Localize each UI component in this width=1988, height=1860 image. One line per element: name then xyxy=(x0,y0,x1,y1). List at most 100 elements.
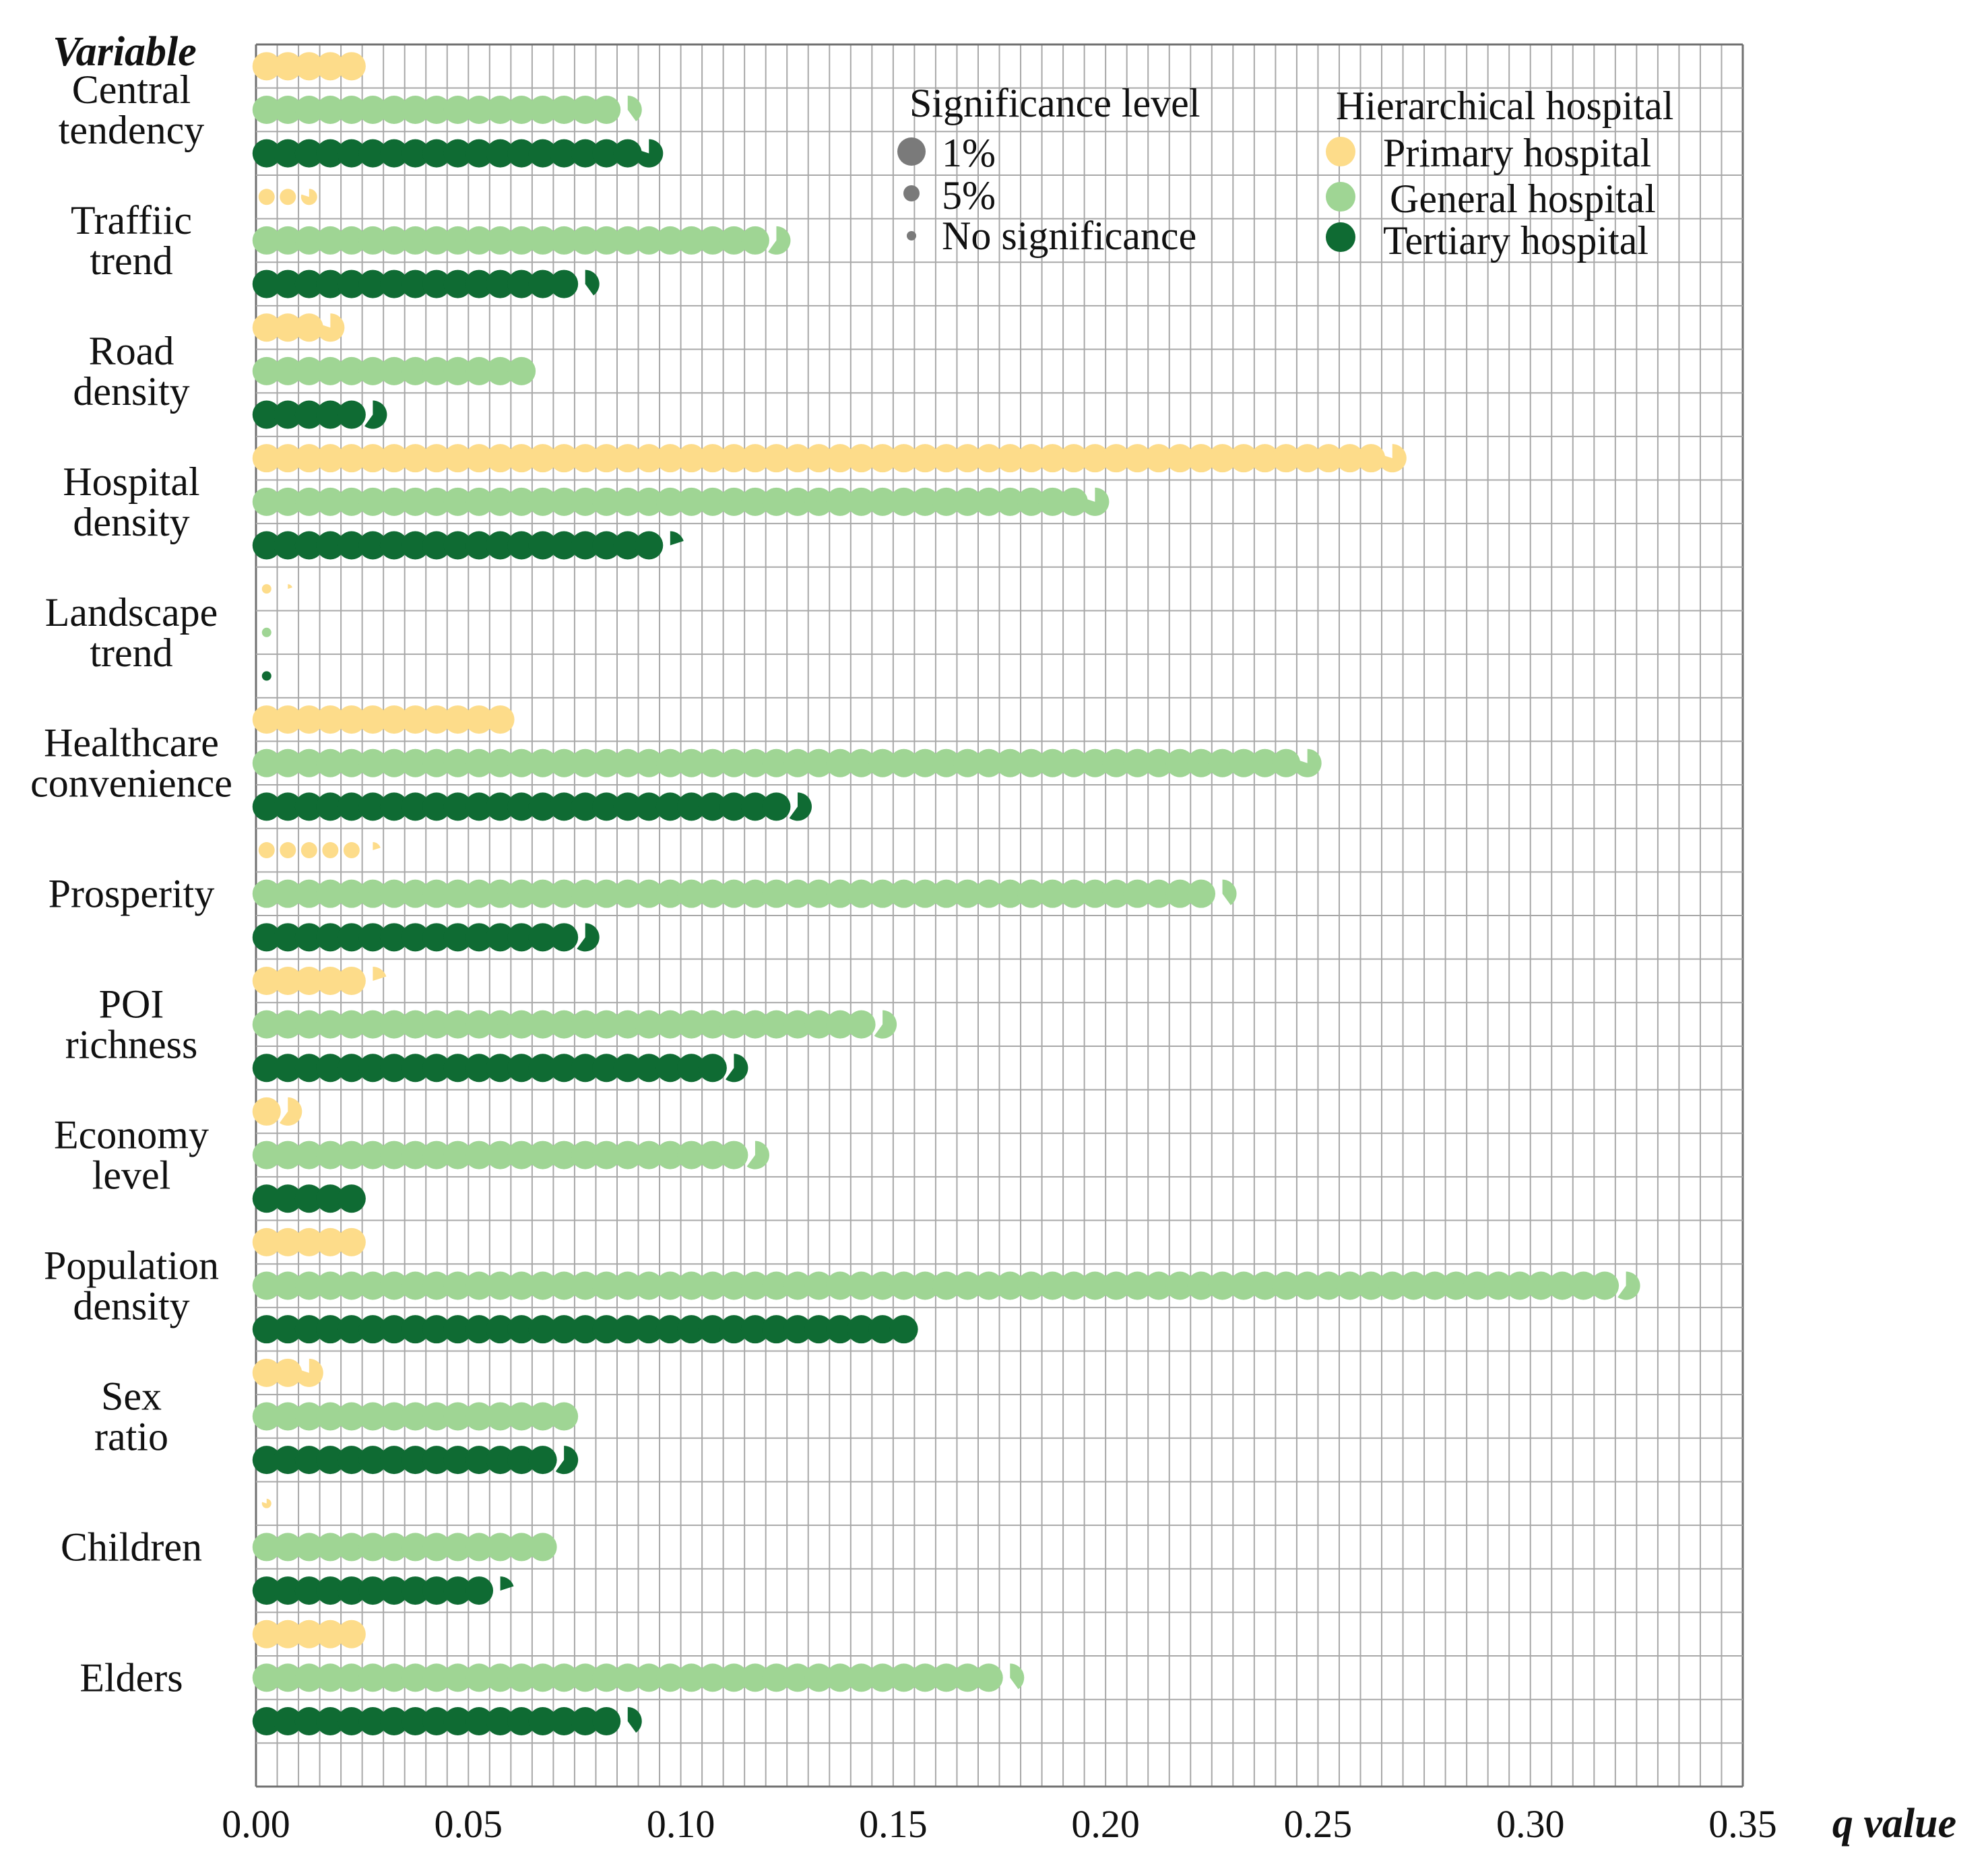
dot-mark xyxy=(847,1663,876,1692)
dot-mark xyxy=(422,356,451,385)
dot-mark xyxy=(571,1010,600,1039)
dot-mark xyxy=(252,1576,281,1605)
dot-mark xyxy=(401,1141,430,1169)
dot-mark xyxy=(252,1271,281,1300)
dot-mark xyxy=(443,226,472,255)
dot-mark xyxy=(1484,1271,1513,1300)
dot-mark xyxy=(274,1663,302,1692)
dot-mark xyxy=(635,879,664,908)
dot-mark xyxy=(592,444,621,473)
dot-mark xyxy=(550,1054,579,1083)
dot-mark xyxy=(953,444,982,473)
dot-mark xyxy=(698,226,727,255)
dot-series-general-hospital xyxy=(252,879,1237,908)
dot-mark xyxy=(1250,1271,1279,1300)
dot-mark xyxy=(337,1446,366,1475)
dot-mark xyxy=(507,1533,536,1562)
dot-mark xyxy=(294,1271,323,1300)
dot-mark xyxy=(379,1663,408,1692)
dot-mark xyxy=(379,1141,408,1169)
dot-mark xyxy=(783,1663,812,1692)
dot-mark xyxy=(804,487,833,516)
dot-mark xyxy=(443,1315,472,1344)
dot-mark xyxy=(592,1054,621,1083)
dot-mark xyxy=(762,1663,791,1692)
dot-mark xyxy=(550,1271,579,1300)
dot-mark xyxy=(635,1315,664,1344)
dot-mark xyxy=(486,1446,515,1475)
dot-mark xyxy=(486,792,515,821)
variable-label: Children xyxy=(61,1525,202,1569)
dot-mark xyxy=(252,1533,281,1562)
dot-mark xyxy=(294,400,323,429)
dot-series-primary-hospital xyxy=(252,1227,366,1256)
dot-mark xyxy=(974,879,1003,908)
dot-mark xyxy=(528,1533,557,1562)
dot-mark xyxy=(486,487,515,516)
dot-mark xyxy=(358,1141,387,1169)
dot-mark xyxy=(1101,879,1130,908)
dot-mark xyxy=(422,1402,451,1431)
dot-mark xyxy=(804,1271,833,1300)
dot-mark xyxy=(294,531,323,560)
dot-mark xyxy=(528,792,557,821)
dot-mark xyxy=(337,1663,366,1692)
dot-mark xyxy=(592,1010,621,1039)
dot-mark-partial xyxy=(670,531,684,546)
dot-mark xyxy=(401,1402,430,1431)
dot-mark xyxy=(528,1010,557,1039)
dot-mark xyxy=(337,1010,366,1039)
dot-mark xyxy=(316,1141,345,1169)
dot-mark xyxy=(486,1271,515,1300)
dot-mark xyxy=(443,1446,472,1475)
dot-mark xyxy=(465,879,494,908)
dot-mark xyxy=(422,95,451,124)
variable-label: Prosperity xyxy=(49,872,215,916)
dot-mark xyxy=(401,1010,430,1039)
dot-series-primary-hospital xyxy=(261,1498,271,1508)
dot-mark xyxy=(868,1663,897,1692)
dot-mark xyxy=(465,1315,494,1344)
dot-mark xyxy=(698,748,727,777)
dot-mark xyxy=(443,139,472,168)
dot-mark xyxy=(953,487,982,516)
dot-mark xyxy=(294,1707,323,1736)
dot-series-general-hospital xyxy=(252,356,536,385)
dot-mark xyxy=(698,1141,727,1169)
dot-mark xyxy=(528,1402,557,1431)
dot-mark xyxy=(550,1402,579,1431)
dot-mark-partial xyxy=(500,1576,514,1591)
dot-mark-partial xyxy=(1378,444,1407,473)
dot-mark xyxy=(932,879,961,908)
dot-mark xyxy=(868,748,897,777)
dot-mark xyxy=(507,1402,536,1431)
dot-mark xyxy=(1144,879,1173,908)
dot-mark xyxy=(1017,1271,1046,1300)
dot-mark xyxy=(274,1141,302,1169)
dot-mark xyxy=(740,1663,769,1692)
dot-mark xyxy=(1463,1271,1492,1300)
dot-mark xyxy=(337,531,366,560)
dot-mark xyxy=(889,1271,918,1300)
dot-mark xyxy=(762,1271,791,1300)
dot-mark xyxy=(571,748,600,777)
dot-mark xyxy=(316,531,345,560)
dot-mark xyxy=(422,1054,451,1083)
dot-mark xyxy=(1059,444,1088,473)
dot-mark xyxy=(783,444,812,473)
dot-series-primary-hospital xyxy=(252,1097,302,1126)
dot-mark xyxy=(635,226,664,255)
dot-mark xyxy=(655,1271,684,1300)
dot-mark xyxy=(294,1533,323,1562)
dot-mark xyxy=(316,1054,345,1083)
dot-mark xyxy=(274,1533,302,1562)
dot-mark xyxy=(507,879,536,908)
dot-mark xyxy=(358,531,387,560)
dot-mark xyxy=(274,879,302,908)
legend-sig-1pct-marker xyxy=(897,137,926,166)
dot-mark xyxy=(740,1271,769,1300)
dot-mark xyxy=(401,356,430,385)
dot-mark xyxy=(1314,444,1343,473)
grid xyxy=(255,43,1744,1788)
dot-mark xyxy=(486,705,515,734)
